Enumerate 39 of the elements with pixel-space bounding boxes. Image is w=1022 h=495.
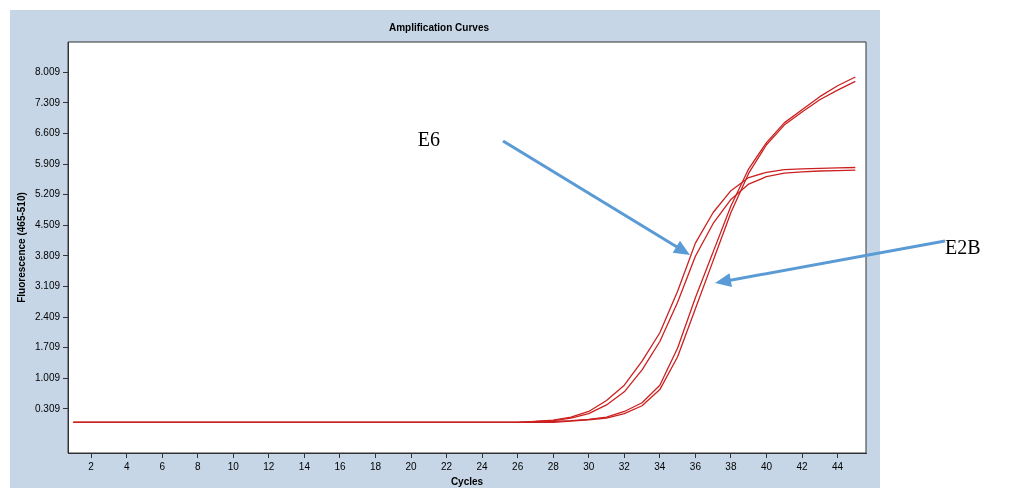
- y-tick-label: 8.009: [34, 65, 61, 77]
- x-tick-label: 26: [512, 460, 524, 472]
- x-tick-label: 2: [88, 460, 95, 472]
- x-tick-label: 32: [618, 460, 631, 472]
- x-tick-label: 34: [654, 460, 666, 472]
- x-tick-label: 44: [832, 460, 844, 472]
- x-tick-label: 10: [227, 460, 240, 472]
- x-tick-label: 12: [263, 460, 275, 472]
- x-tick-label: 20: [405, 460, 418, 472]
- x-tick-label: 16: [334, 460, 346, 472]
- x-tick-label: 4: [123, 460, 130, 472]
- x-tick-label: 40: [760, 460, 773, 472]
- y-tick-label: 6.609: [34, 127, 61, 139]
- x-tick-label: 42: [796, 460, 809, 472]
- annotation: E6: [417, 128, 440, 151]
- x-tick-label: 14: [298, 460, 311, 472]
- y-tick-label: 5.909: [34, 157, 61, 169]
- y-tick-label: 0.309: [34, 402, 61, 414]
- x-tick-label: 28: [547, 460, 560, 472]
- y-tick-label: 1.009: [34, 372, 61, 384]
- x-tick-label: 6: [159, 460, 166, 472]
- y-axis-title: Fluorescence (465-510): [15, 192, 27, 303]
- y-tick-label: 1.709: [34, 341, 61, 353]
- x-tick-label: 18: [369, 460, 382, 472]
- x-tick-label: 38: [725, 460, 737, 472]
- y-tick-label: 7.309: [34, 96, 61, 108]
- chart-title: Amplification Curves: [388, 21, 490, 33]
- x-tick-label: 24: [476, 460, 489, 472]
- x-tick-label: 30: [583, 460, 595, 472]
- x-tick-label: 8: [194, 460, 201, 472]
- y-tick-label: 4.509: [34, 218, 61, 230]
- y-tick-label: 3.809: [34, 249, 61, 261]
- x-tick-label: 22: [441, 460, 453, 472]
- x-tick-label: 36: [689, 460, 702, 472]
- y-tick-label: 3.109: [34, 280, 61, 292]
- x-axis-title: Cycles: [450, 475, 484, 487]
- y-tick-label: 5.209: [34, 188, 61, 200]
- text: E2B: [945, 236, 981, 259]
- y-tick-label: 2.409: [34, 310, 61, 322]
